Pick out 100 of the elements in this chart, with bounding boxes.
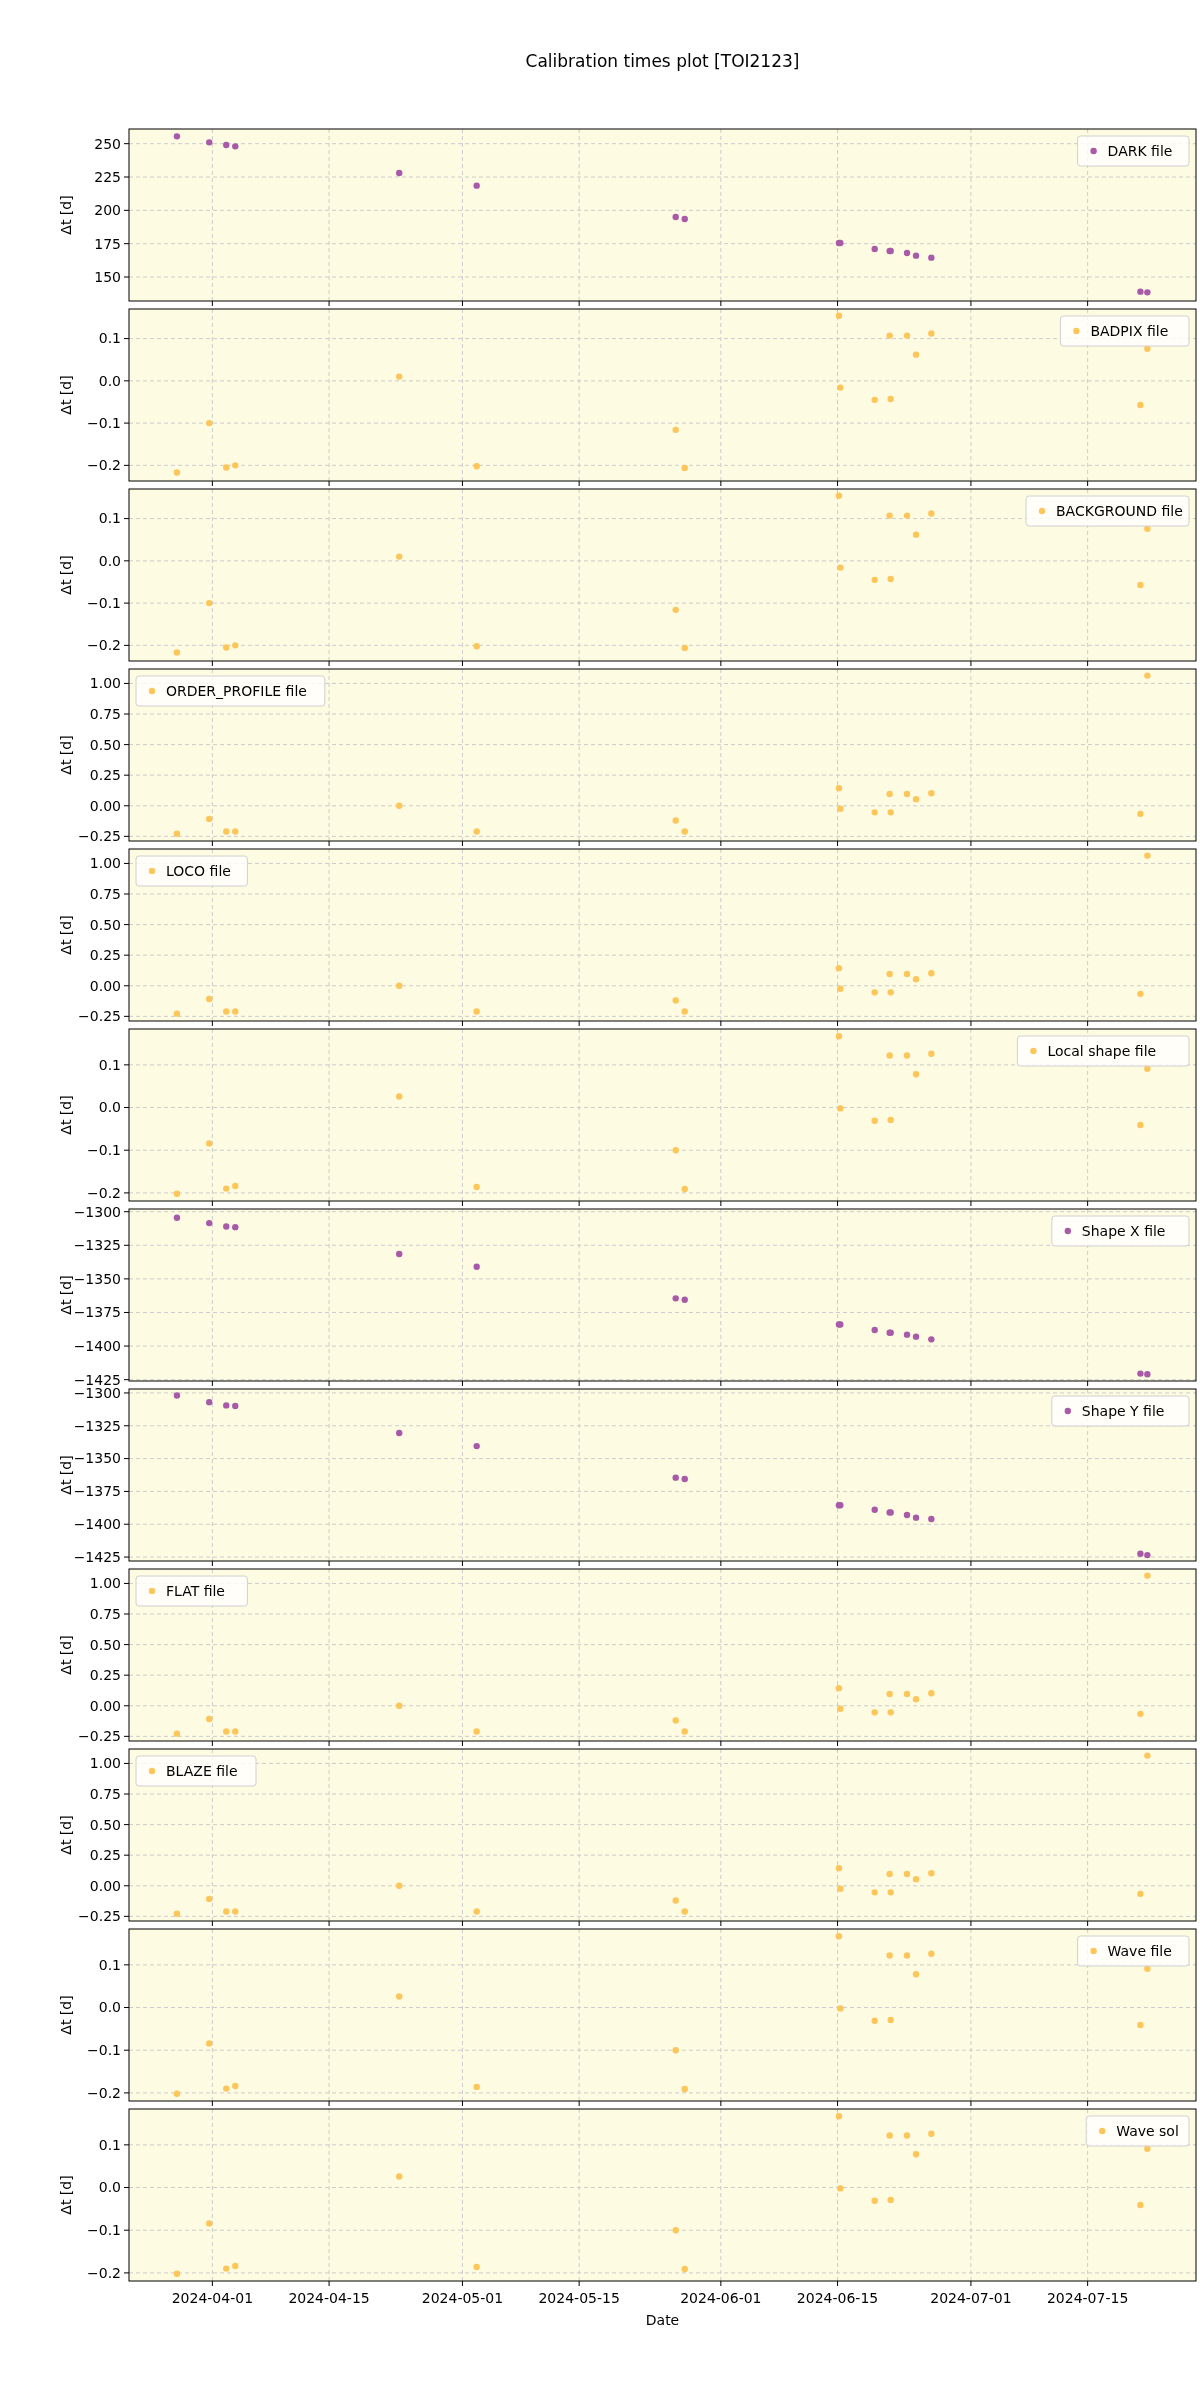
point: [396, 1093, 403, 1100]
y-tick-label: −1350: [73, 1270, 121, 1287]
point: [837, 384, 844, 391]
point: [835, 1684, 843, 1692]
point: [871, 2197, 878, 2204]
point: [232, 1728, 239, 1735]
y-tick-label: 0.1: [98, 1056, 121, 1073]
point: [473, 2263, 480, 2271]
y-tick-label: 1.00: [89, 855, 121, 872]
point: [887, 575, 894, 583]
point: [1144, 1572, 1151, 1579]
point: [887, 1116, 894, 1124]
y-tick-label: 0.00: [89, 977, 121, 994]
y-tick-label: −0.25: [78, 1908, 121, 1925]
y-tick-label: 200: [94, 202, 121, 219]
point: [835, 1864, 843, 1872]
point: [887, 395, 894, 403]
point: [672, 213, 679, 221]
point: [223, 141, 230, 149]
point: [928, 1950, 935, 1957]
point: [928, 790, 935, 797]
point: [837, 805, 844, 812]
point: [903, 1052, 911, 1059]
y-tick-label: 0.50: [89, 1816, 121, 1833]
point: [173, 1010, 181, 1017]
point: [396, 2173, 403, 2180]
point: [223, 1402, 230, 1409]
point: [1144, 672, 1151, 679]
point: [837, 564, 844, 571]
y-tick-label: 250: [94, 135, 121, 152]
y-tick-label: 0.0: [98, 372, 121, 389]
point: [886, 332, 893, 339]
y-tick-label: −0.25: [78, 828, 121, 845]
point: [672, 1295, 679, 1302]
point: [871, 1709, 878, 1716]
point: [903, 249, 911, 257]
y-tick-label: −1400: [73, 1337, 121, 1354]
y-tick-label: −0.1: [87, 1142, 121, 1159]
point: [223, 2085, 230, 2092]
point: [887, 2196, 894, 2204]
point: [396, 1702, 403, 1709]
point: [928, 1515, 935, 1523]
y-tick-label: −1300: [73, 1203, 121, 1220]
y-axis-title: Δt [d]: [58, 2175, 74, 2215]
point: [912, 1333, 920, 1340]
y-tick-label: −1375: [73, 1304, 121, 1321]
point: [173, 1910, 181, 1917]
y-tick-label: 0.50: [89, 1636, 121, 1653]
point: [173, 2270, 181, 2277]
y-tick-label: 1.00: [89, 1575, 121, 1592]
point: [871, 1117, 878, 1124]
point: [1137, 1550, 1144, 1557]
point: [1137, 1890, 1144, 1898]
y-tick-label: 0.1: [98, 510, 121, 527]
y-tick-label: 225: [94, 168, 121, 185]
point: [173, 649, 181, 656]
point: [223, 1908, 230, 1915]
point: [903, 970, 911, 978]
point: [232, 1908, 239, 1915]
point: [672, 1147, 679, 1154]
y-tick-label: 0.0: [98, 1999, 121, 2016]
legend-label: BLAZE file: [166, 1762, 238, 1779]
point: [903, 1511, 911, 1519]
point: [681, 1185, 688, 1193]
y-axis-title: Δt [d]: [58, 1815, 74, 1855]
point: [396, 982, 403, 989]
y-axis-title: Δt [d]: [58, 1095, 74, 1135]
point: [887, 809, 894, 816]
point: [681, 828, 688, 835]
point: [871, 1506, 878, 1513]
point: [928, 970, 935, 977]
point: [912, 252, 920, 259]
point: [928, 2130, 935, 2137]
point: [871, 1889, 878, 1896]
point: [396, 1993, 403, 2000]
point: [206, 995, 213, 1003]
point: [912, 2151, 920, 2158]
point: [396, 1882, 403, 1889]
point: [1137, 2021, 1144, 2029]
y-axis-title: Δt [d]: [58, 1995, 74, 2035]
point: [887, 2016, 894, 2024]
point: [681, 1728, 688, 1735]
y-tick-label: −0.2: [87, 457, 121, 474]
point: [928, 1690, 935, 1697]
point: [886, 512, 893, 519]
legend-label: ORDER_PROFILE file: [166, 682, 307, 699]
point: [396, 169, 403, 177]
point: [206, 2040, 213, 2047]
point: [173, 2090, 181, 2097]
y-tick-label: −0.2: [87, 2264, 121, 2281]
y-tick-label: −0.25: [78, 1008, 121, 1025]
point: [173, 133, 181, 140]
point: [835, 964, 843, 972]
point: [903, 1690, 911, 1698]
y-tick-label: −0.1: [87, 2042, 121, 2059]
y-tick-label: −0.1: [87, 415, 121, 431]
point: [1144, 852, 1151, 859]
point: [473, 463, 480, 470]
point: [1137, 1710, 1144, 1718]
y-axis-title: Δt [d]: [58, 375, 74, 415]
